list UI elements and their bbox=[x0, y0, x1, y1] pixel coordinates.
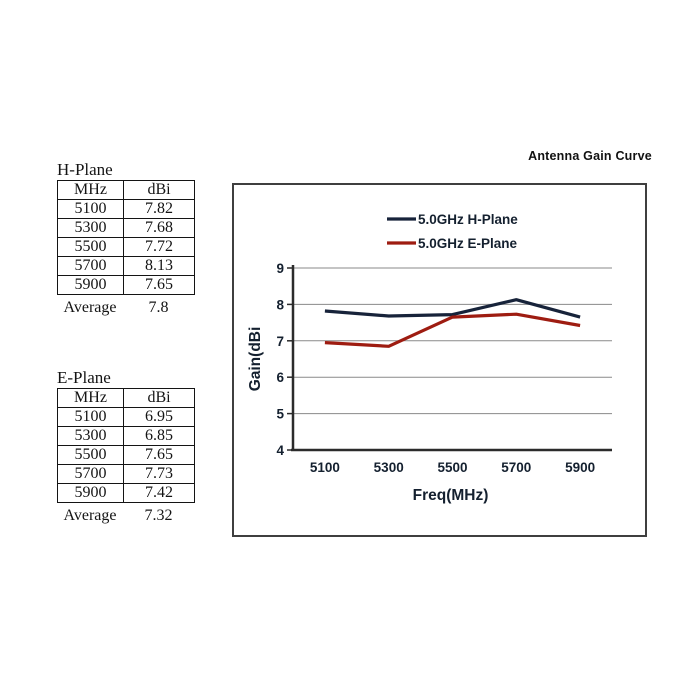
table-cell: 7.72 bbox=[123, 237, 195, 257]
table-cell: 7.82 bbox=[123, 199, 195, 219]
e-plane-table: MHz dBi 5100 6.95 5300 6.85 5500 7.65 5700 7.73 59… bbox=[57, 388, 195, 503]
e-plane-average-label: Average bbox=[63, 506, 117, 524]
table-cell: 7.42 bbox=[123, 483, 195, 503]
y-axis-title: Gain(dBi bbox=[247, 327, 264, 392]
y-tick-label: 9 bbox=[276, 261, 284, 276]
table-cell: 6.95 bbox=[123, 407, 195, 427]
h-plane-average-value: 7.8 bbox=[148, 298, 169, 316]
x-tick-label: 5900 bbox=[565, 460, 595, 475]
table-header-cell: MHz bbox=[57, 180, 124, 200]
legend-label: 5.0GHz H-Plane bbox=[418, 212, 518, 227]
x-tick-label: 5700 bbox=[501, 460, 531, 475]
h-plane-average-row: Average 7.8 bbox=[57, 297, 197, 318]
table-cell: 5700 bbox=[57, 464, 124, 484]
table-cell: 7.65 bbox=[123, 275, 195, 295]
e-plane-section: E-Plane MHz dBi 5100 6.95 5300 6.85 5500 7.65 57… bbox=[57, 368, 197, 526]
h-plane-table: MHz dBi 5100 7.82 5300 7.68 5500 7.72 5700 8.13 59… bbox=[57, 180, 195, 295]
table-header-cell: dBi bbox=[123, 388, 195, 408]
table-cell: 5300 bbox=[57, 426, 124, 446]
gain-curve-chart: 4 5 6 7 8 9 5100 5300 5500 5700 5900 Freq(MHz) Gain(… bbox=[247, 212, 612, 504]
table-cell: 5900 bbox=[57, 275, 124, 295]
y-tick-label: 8 bbox=[276, 297, 284, 312]
e-plane-average-row: Average 7.32 bbox=[57, 505, 197, 526]
table-cell: 5900 bbox=[57, 483, 124, 503]
table-header-row: MHz dBi bbox=[57, 180, 195, 200]
table-row: 5700 8.13 bbox=[57, 256, 195, 276]
table-row: 5100 7.82 bbox=[57, 199, 195, 219]
x-tick-label: 5300 bbox=[374, 460, 404, 475]
y-tick-label: 5 bbox=[276, 407, 284, 422]
h-plane-title: H-Plane bbox=[57, 160, 113, 179]
table-header-cell: dBi bbox=[123, 180, 195, 200]
e-plane-average-value: 7.32 bbox=[144, 506, 173, 524]
table-row: 5100 6.95 bbox=[57, 407, 195, 427]
table-cell: 5500 bbox=[57, 237, 124, 257]
table-row: 5700 7.73 bbox=[57, 464, 195, 484]
y-tick-label: 7 bbox=[276, 334, 284, 349]
table-cell: 7.68 bbox=[123, 218, 195, 238]
table-header-row: MHz dBi bbox=[57, 388, 195, 408]
e-plane-title: E-Plane bbox=[57, 368, 111, 387]
table-row: 5500 7.65 bbox=[57, 445, 195, 465]
table-cell: 5100 bbox=[57, 199, 124, 219]
table-cell: 7.65 bbox=[123, 445, 195, 465]
x-tick-label: 5100 bbox=[310, 460, 340, 475]
table-row: 5300 6.85 bbox=[57, 426, 195, 446]
table-cell: 8.13 bbox=[123, 256, 195, 276]
table-row: 5900 7.65 bbox=[57, 275, 195, 295]
series-line-h-plane bbox=[324, 298, 581, 319]
table-row: 5300 7.68 bbox=[57, 218, 195, 238]
chart-title: Antenna Gain Curve bbox=[528, 149, 652, 163]
table-cell: 6.85 bbox=[123, 426, 195, 446]
x-axis-title: Freq(MHz) bbox=[413, 487, 489, 504]
x-tick-label: 5500 bbox=[437, 460, 467, 475]
table-header-cell: MHz bbox=[57, 388, 124, 408]
series-line-e-plane bbox=[324, 312, 581, 348]
gain-curve-chart-frame: 4 5 6 7 8 9 5100 5300 5500 5700 5900 Freq(MHz) Gain(… bbox=[232, 183, 647, 537]
h-plane-average-label: Average bbox=[63, 298, 117, 316]
table-cell: 5300 bbox=[57, 218, 124, 238]
table-cell: 5100 bbox=[57, 407, 124, 427]
legend-label: 5.0GHz E-Plane bbox=[418, 236, 518, 251]
table-cell: 5700 bbox=[57, 256, 124, 276]
table-cell: 7.73 bbox=[123, 464, 195, 484]
y-tick-label: 6 bbox=[276, 370, 284, 385]
table-row: 5500 7.72 bbox=[57, 237, 195, 257]
h-plane-section: H-Plane MHz dBi 5100 7.82 5300 7.68 5500 7.72 57… bbox=[57, 160, 197, 318]
y-tick-label: 4 bbox=[276, 443, 284, 458]
table-cell: 5500 bbox=[57, 445, 124, 465]
table-row: 5900 7.42 bbox=[57, 483, 195, 503]
